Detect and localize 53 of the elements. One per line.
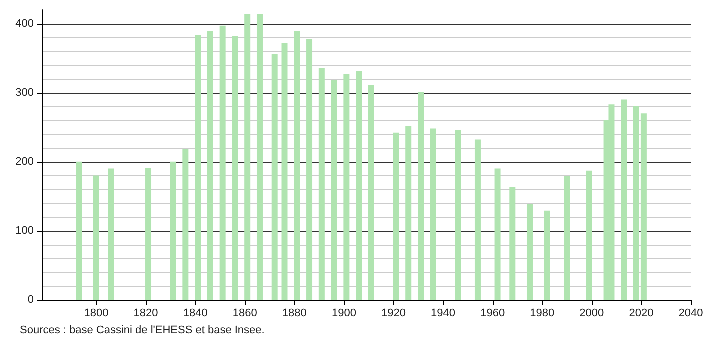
y-tick-label: 400 [16, 18, 34, 30]
x-tick-label: 1880 [282, 308, 307, 320]
bar [232, 36, 238, 300]
y-tick-label: 200 [16, 156, 34, 168]
bar [621, 100, 628, 300]
bar [344, 74, 350, 300]
bar [220, 26, 226, 300]
bar [170, 162, 176, 300]
x-tick-label: 1860 [232, 308, 258, 320]
y-tick-label: 300 [16, 86, 34, 99]
bar [182, 149, 189, 300]
bar [526, 204, 533, 300]
x-tick-label: 1900 [332, 308, 356, 320]
bar [586, 170, 592, 300]
bar [282, 43, 288, 300]
x-tick-label: 1940 [431, 308, 456, 320]
bar [318, 68, 325, 300]
bar [356, 71, 362, 300]
bar [544, 210, 550, 300]
bar [510, 187, 516, 300]
bar [306, 39, 313, 300]
bar [76, 162, 82, 300]
x-tick-label: 2040 [678, 308, 704, 320]
x-tick-label: 1920 [382, 308, 406, 320]
bar [207, 31, 214, 300]
bar [406, 126, 412, 300]
bar [272, 54, 278, 300]
bar [430, 128, 436, 300]
x-tick-label: 1980 [530, 308, 555, 320]
bar [93, 176, 100, 300]
bar [455, 130, 462, 300]
bar [494, 168, 501, 300]
bar [294, 31, 300, 300]
x-tick-label: 1820 [134, 308, 158, 320]
bar [195, 36, 202, 300]
bar [418, 92, 424, 300]
bar [256, 14, 263, 300]
bar [393, 132, 400, 300]
bar [474, 140, 481, 300]
y-tick-label: 100 [16, 224, 34, 237]
x-tick-label: 1840 [183, 308, 208, 320]
bar [108, 168, 114, 300]
bar [564, 176, 570, 300]
x-tick-label: 1800 [84, 308, 109, 320]
bar [244, 14, 251, 300]
x-tick-label: 2020 [629, 308, 654, 320]
bar [331, 80, 338, 300]
x-tick-label: 2000 [580, 308, 604, 320]
x-tick-label: 1960 [480, 308, 506, 320]
y-tick-label: 0 [28, 294, 34, 306]
source-note: Sources : base Cassini de l'EHESS et base Insee. [20, 324, 265, 336]
bar [368, 85, 374, 300]
bar [146, 168, 152, 300]
